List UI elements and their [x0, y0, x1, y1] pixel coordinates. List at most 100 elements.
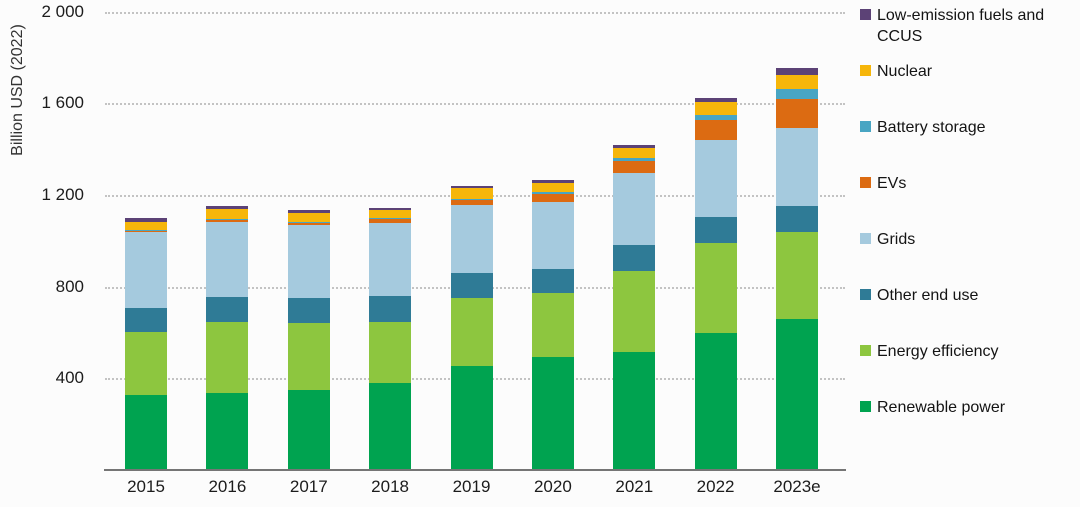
x-tick-2023e: 2023e	[773, 477, 821, 496]
y-tick-2000: 2 000	[41, 1, 84, 21]
segment-battery-storage-2022	[694, 114, 737, 121]
y-tick-1200: 1 200	[41, 185, 84, 204]
legend-item-other-end-use: Other end use	[860, 285, 1049, 306]
segment-low-emission-fuels-and-ccus-2018	[369, 208, 412, 211]
segment-battery-storage-2023e	[776, 89, 818, 100]
segment-low-emission-fuels-and-ccus-2021	[613, 144, 656, 148]
segment-grids-2022	[694, 140, 737, 217]
legend-swatch-evs	[860, 177, 871, 188]
segment-energy-efficiency-2019	[450, 298, 493, 366]
segment-battery-storage-2018	[369, 217, 412, 219]
y-tick-1600: 1 600	[41, 93, 84, 113]
legend-item-renewable-power: Renewable power	[860, 397, 1049, 418]
bar-2016	[206, 205, 249, 470]
segment-renewable-power-2023e	[776, 318, 818, 470]
segment-grids-2017	[287, 225, 330, 299]
segment-nuclear-2021	[613, 147, 656, 158]
bar-2021	[613, 144, 656, 470]
bar-2023e	[776, 68, 818, 470]
segment-evs-2022	[694, 120, 737, 141]
segment-low-emission-fuels-and-ccus-2017	[287, 209, 330, 213]
segment-renewable-power-2016	[206, 393, 249, 470]
x-tick-2018: 2018	[371, 477, 409, 496]
legend-swatch-energy-efficiency	[860, 345, 871, 356]
gridline-1600	[105, 103, 845, 106]
bar-2017	[287, 209, 330, 470]
segment-nuclear-2018	[369, 210, 412, 218]
legend-label-battery-storage: Battery storage	[877, 119, 986, 136]
segment-energy-efficiency-2021	[613, 271, 656, 352]
segment-nuclear-2017	[287, 212, 330, 223]
x-tick-2015: 2015	[127, 477, 165, 496]
segment-other-end-use-2018	[369, 295, 412, 323]
legend-label-grids: Grids	[877, 231, 916, 248]
bar-2022	[694, 98, 737, 470]
segment-other-end-use-2023e	[776, 205, 818, 233]
bar-2019	[450, 186, 493, 470]
legend-item-low-emission-fuels-and-ccus: Low-emission fuels and CCUS	[860, 5, 1049, 47]
segment-nuclear-2023e	[776, 74, 818, 90]
segment-battery-storage-2019	[450, 198, 493, 201]
segment-renewable-power-2020	[531, 357, 574, 470]
x-axis-line	[104, 469, 846, 471]
segment-evs-2019	[450, 200, 493, 206]
segment-nuclear-2020	[531, 183, 574, 193]
legend-label-evs: EVs	[877, 175, 907, 192]
segment-other-end-use-2022	[694, 216, 737, 244]
segment-grids-2016	[206, 222, 249, 297]
segment-battery-storage-2020	[531, 192, 574, 195]
bar-2018	[369, 208, 412, 470]
segment-low-emission-fuels-and-ccus-2015	[125, 218, 167, 222]
segment-energy-efficiency-2022	[694, 243, 737, 334]
segment-evs-2017	[287, 222, 330, 226]
legend-swatch-other-end-use	[860, 289, 871, 300]
y-tick-800: 800	[55, 276, 84, 296]
segment-evs-2015	[125, 230, 167, 232]
legend-item-battery-storage: Battery storage	[860, 117, 1049, 138]
segment-evs-2020	[531, 194, 574, 202]
segment-low-emission-fuels-and-ccus-2020	[531, 180, 574, 184]
segment-renewable-power-2015	[125, 395, 167, 470]
segment-grids-2019	[450, 205, 493, 274]
segment-grids-2021	[613, 173, 656, 246]
segment-low-emission-fuels-and-ccus-2016	[206, 205, 249, 210]
segment-evs-2018	[369, 218, 412, 223]
x-tick-2016: 2016	[208, 477, 247, 496]
legend-label-renewable-power: Renewable power	[877, 399, 1006, 416]
x-tick-2021: 2021	[615, 477, 654, 496]
segment-nuclear-2015	[125, 221, 167, 231]
gridline-2000	[105, 11, 845, 14]
legend-item-evs: EVs	[860, 173, 1049, 194]
legend-item-grids: Grids	[860, 229, 1049, 250]
legend-label-other-end-use: Other end use	[877, 287, 979, 304]
legend-label-energy-efficiency: Energy efficiency	[877, 343, 999, 360]
segment-renewable-power-2019	[450, 365, 493, 470]
bar-2015	[125, 218, 167, 470]
segment-renewable-power-2022	[694, 333, 737, 470]
segment-low-emission-fuels-and-ccus-2023e	[776, 68, 818, 75]
segment-energy-efficiency-2016	[206, 321, 249, 394]
segment-grids-2020	[531, 201, 574, 269]
segment-energy-efficiency-2018	[369, 322, 412, 383]
legend-label-low-emission-fuels-and-ccus: Low-emission fuels and CCUS	[877, 7, 1045, 45]
segment-energy-efficiency-2023e	[776, 232, 818, 319]
y-axis-title: Billion USD (2022)	[9, 24, 26, 156]
segment-grids-2023e	[776, 127, 818, 206]
legend-swatch-grids	[860, 233, 871, 244]
legend-label-nuclear: Nuclear	[877, 63, 933, 80]
segment-other-end-use-2017	[287, 298, 330, 323]
segment-other-end-use-2020	[531, 268, 574, 293]
legend-swatch-battery-storage	[860, 121, 871, 132]
segment-low-emission-fuels-and-ccus-2019	[450, 186, 493, 189]
legend-item-energy-efficiency: Energy efficiency	[860, 341, 1049, 362]
segment-grids-2018	[369, 222, 412, 296]
segment-renewable-power-2018	[369, 382, 412, 470]
legend-item-nuclear: Nuclear	[860, 61, 1049, 82]
segment-energy-efficiency-2017	[287, 322, 330, 390]
legend: Low-emission fuels and CCUS Nuclear Batter…	[860, 0, 1078, 507]
segment-nuclear-2019	[450, 188, 493, 199]
segment-low-emission-fuels-and-ccus-2022	[694, 98, 737, 103]
segment-evs-2016	[206, 220, 249, 223]
segment-renewable-power-2017	[287, 389, 330, 470]
